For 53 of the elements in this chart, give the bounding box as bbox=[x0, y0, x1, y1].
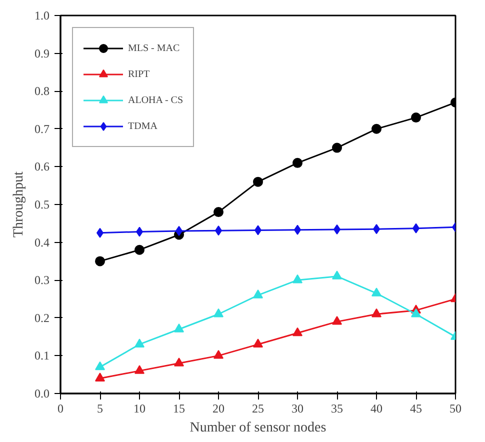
point bbox=[411, 112, 421, 123]
y-tick-label: 0.7 bbox=[34, 122, 50, 136]
y-tick-label: 0.5 bbox=[34, 198, 50, 212]
point bbox=[332, 270, 342, 280]
point bbox=[95, 372, 105, 382]
legend-label: TDMA bbox=[128, 120, 158, 133]
y-tick-label: 0.4 bbox=[34, 235, 50, 250]
x-tick-label: 35 bbox=[331, 402, 343, 416]
point bbox=[372, 124, 382, 134]
y-tick-label: 0.0 bbox=[34, 386, 50, 400]
y-tick-label: 1.0 bbox=[34, 8, 50, 22]
x-tick-label: 0 bbox=[58, 402, 64, 416]
point bbox=[95, 256, 105, 266]
x-tick-label: 40 bbox=[370, 402, 382, 416]
point bbox=[214, 207, 224, 218]
x-tick-label: 15 bbox=[173, 402, 185, 416]
x-axis-title: Number of sensor nodes bbox=[190, 420, 326, 436]
point bbox=[372, 308, 382, 318]
point bbox=[332, 142, 342, 153]
point bbox=[174, 324, 184, 332]
point bbox=[214, 308, 224, 318]
x-tick-label: 30 bbox=[292, 402, 304, 416]
y-tick-label: 0.1 bbox=[34, 348, 50, 363]
x-tick-label: 25 bbox=[252, 402, 264, 416]
y-tick-label: 0.9 bbox=[34, 46, 50, 60]
point bbox=[411, 308, 421, 318]
x-tick-label: 20 bbox=[212, 402, 224, 416]
point bbox=[372, 288, 382, 296]
legend-label: MLS - MAC bbox=[128, 42, 180, 55]
legend-label: RIPT bbox=[128, 68, 150, 81]
point bbox=[214, 350, 224, 359]
x-tick-label: 5 bbox=[97, 402, 103, 416]
point bbox=[95, 361, 105, 370]
point bbox=[253, 290, 263, 298]
point bbox=[134, 338, 144, 348]
point bbox=[134, 365, 144, 374]
y-axis-title: Throughput bbox=[12, 171, 26, 238]
legend-label: ALOHA - CS bbox=[128, 94, 184, 107]
y-tick-label: 0.3 bbox=[34, 273, 50, 288]
point bbox=[253, 176, 263, 187]
point bbox=[174, 358, 184, 366]
point bbox=[292, 327, 302, 336]
point bbox=[134, 244, 144, 255]
y-tick-label: 0.6 bbox=[34, 160, 50, 174]
point bbox=[253, 338, 263, 348]
x-tick-label: 45 bbox=[410, 402, 422, 416]
x-tick-label: 10 bbox=[134, 402, 146, 416]
point bbox=[332, 316, 342, 325]
point bbox=[292, 274, 302, 284]
y-tick-label: 0.2 bbox=[34, 310, 50, 325]
y-tick-label: 0.8 bbox=[34, 84, 50, 98]
x-tick-label: 50 bbox=[450, 402, 462, 416]
point bbox=[292, 158, 302, 168]
